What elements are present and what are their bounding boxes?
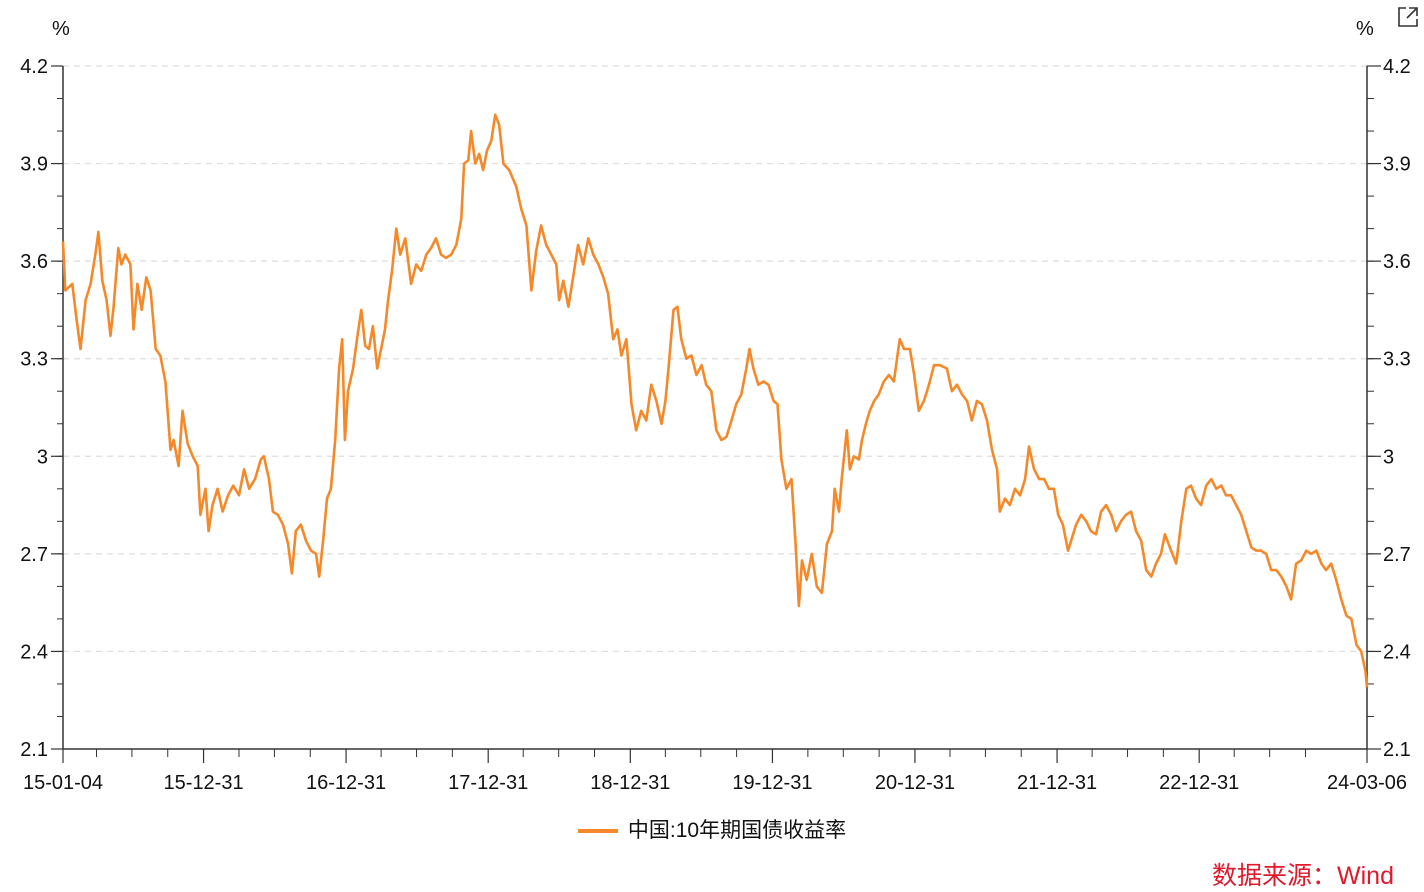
x-tick-label: 15-01-04 <box>23 772 103 794</box>
y-tick-label-right: 3 <box>1383 446 1394 468</box>
y-tick-label-left: 4.2 <box>20 56 48 78</box>
x-tick-label: 16-12-31 <box>306 772 386 794</box>
x-tick-label: 17-12-31 <box>448 772 528 794</box>
y-axis-unit-right: % <box>1356 18 1374 40</box>
x-tick-label: 21-12-31 <box>1017 772 1097 794</box>
x-tick-label: 19-12-31 <box>732 772 812 794</box>
x-tick-label: 22-12-31 <box>1159 772 1239 794</box>
legend-swatch <box>577 829 618 834</box>
expand-button[interactable] <box>1397 6 1419 28</box>
y-tick-label-left: 3 <box>37 446 48 468</box>
y-tick-label-left: 2.4 <box>20 641 48 663</box>
y-tick-label-right: 3.9 <box>1383 154 1411 176</box>
legend: 中国:10年期国债收益率 <box>0 814 1424 844</box>
x-tick-label: 24-03-06 <box>1327 772 1407 794</box>
y-tick-label-left: 2.7 <box>20 544 48 566</box>
y-tick-label-right: 2.7 <box>1383 544 1411 566</box>
y-tick-label-right: 2.4 <box>1383 641 1411 663</box>
y-tick-label-left: 2.1 <box>20 739 48 761</box>
y-tick-label-right: 4.2 <box>1383 56 1411 78</box>
x-tick-label: 15-12-31 <box>164 772 244 794</box>
y-tick-label-right: 3.6 <box>1383 251 1411 273</box>
y-axis-unit-left: % <box>52 18 70 40</box>
y-tick-label-left: 3.3 <box>20 349 48 371</box>
y-tick-label-left: 3.9 <box>20 154 48 176</box>
source-note: 数据来源：Wind <box>1212 862 1394 890</box>
y-tick-label-right: 3.3 <box>1383 349 1411 371</box>
y-tick-label-right: 2.1 <box>1383 739 1411 761</box>
expand-icon <box>1398 7 1418 27</box>
series-line <box>61 113 1369 688</box>
x-tick-label: 18-12-31 <box>590 772 670 794</box>
x-tick-label: 20-12-31 <box>875 772 955 794</box>
legend-label: 中国:10年期国债收益率 <box>627 819 847 842</box>
y-tick-label-left: 3.6 <box>20 251 48 273</box>
